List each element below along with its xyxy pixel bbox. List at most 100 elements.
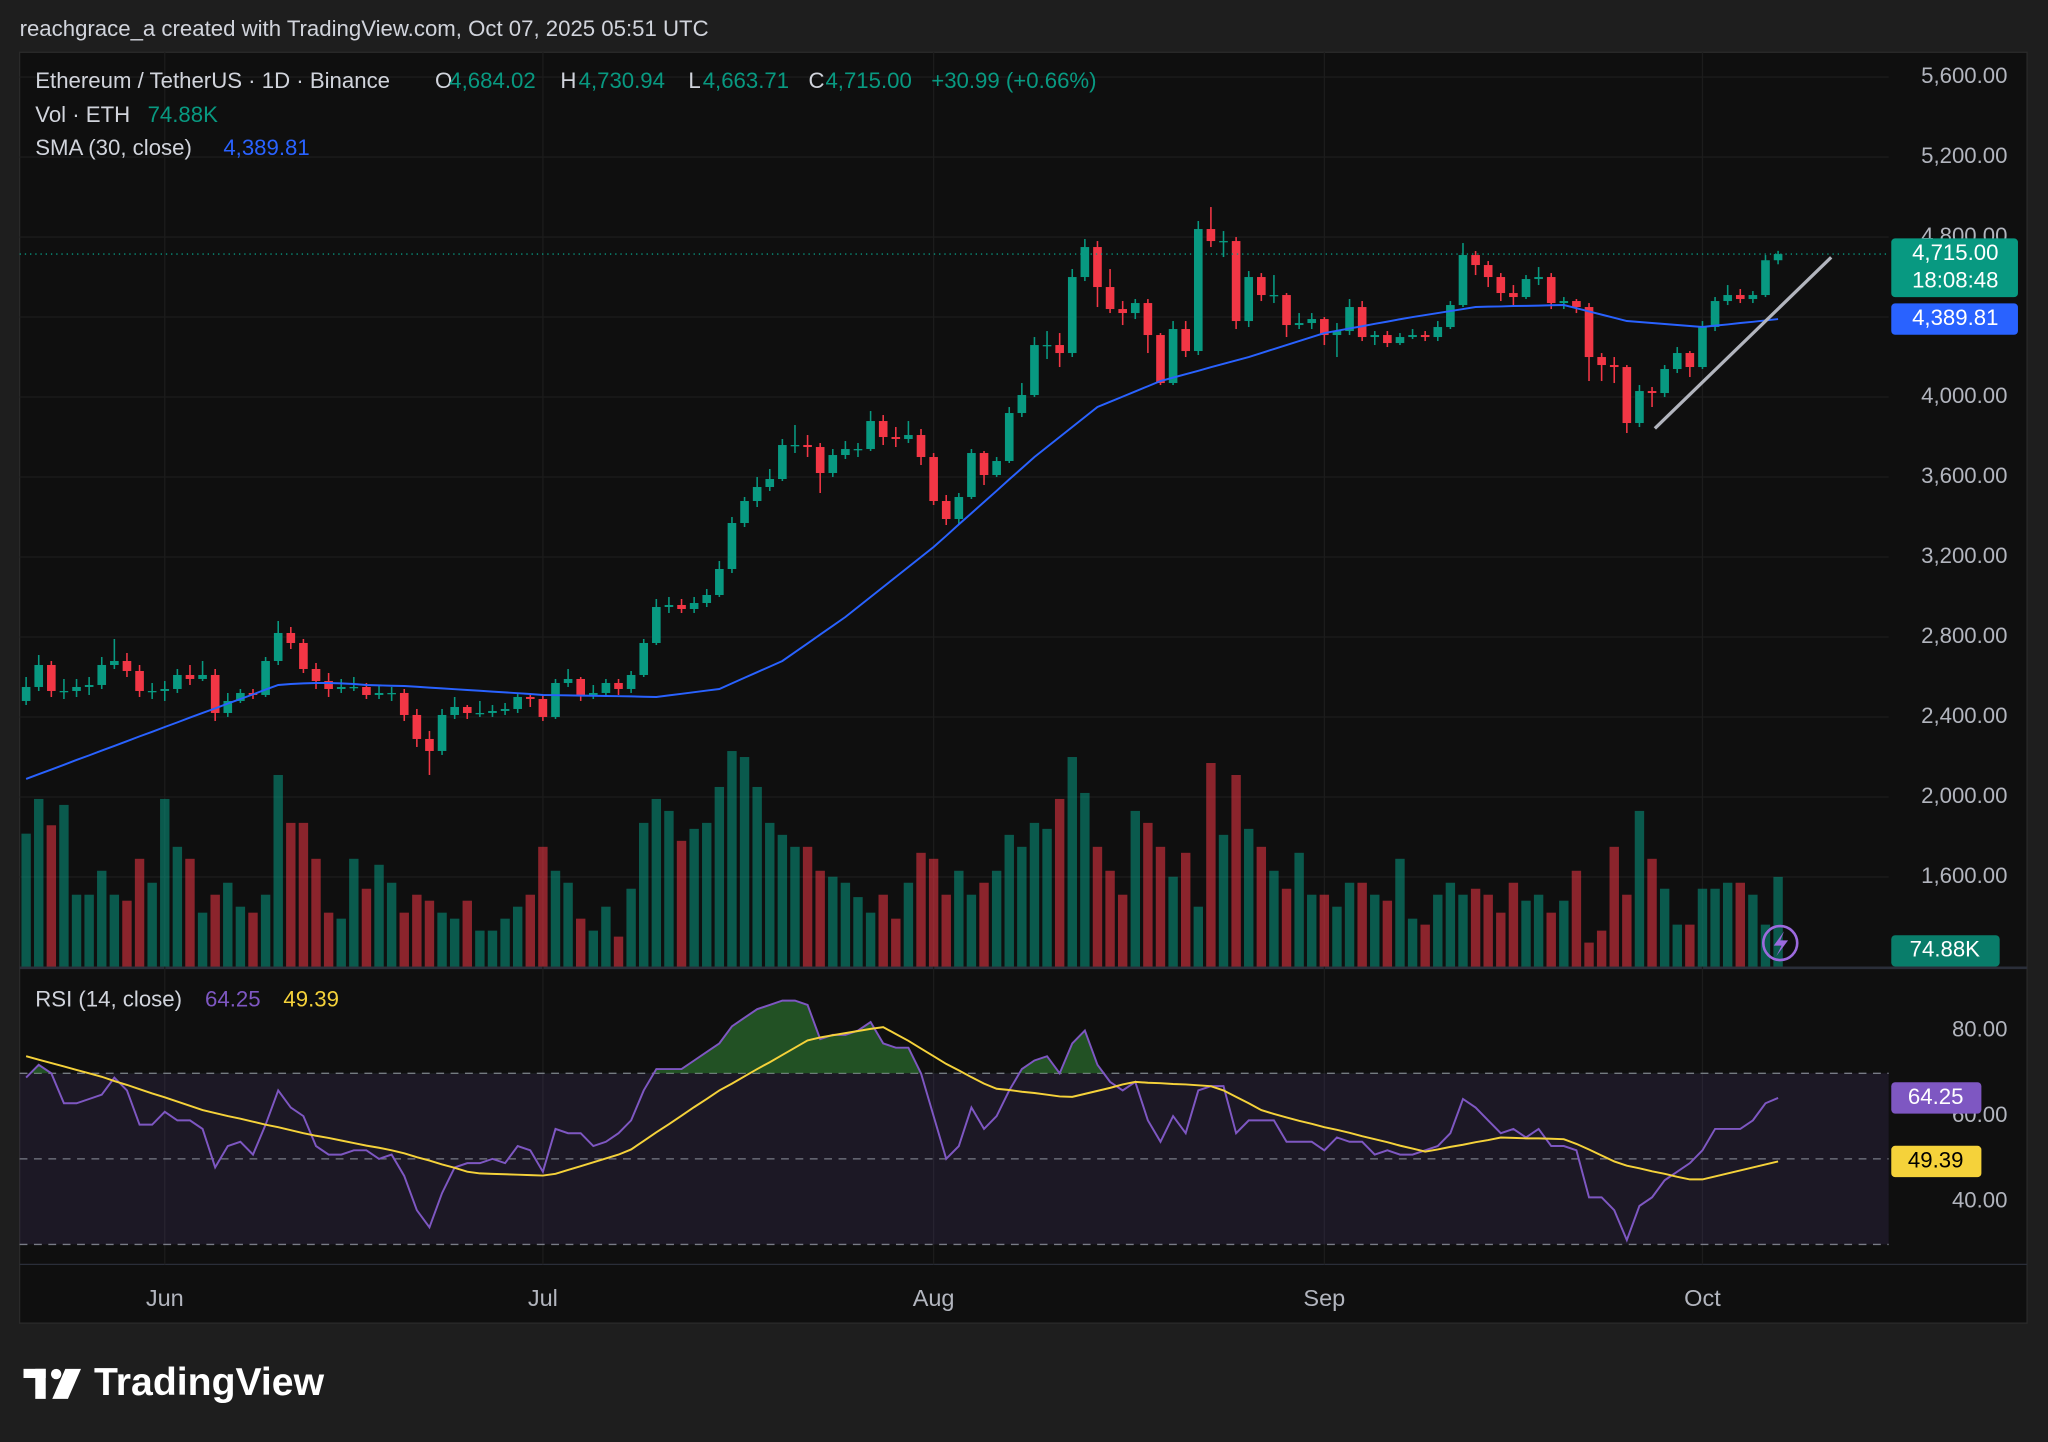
candle-body	[1534, 277, 1543, 280]
price-badge	[1891, 238, 2018, 298]
x-tick-label: Aug	[913, 1285, 955, 1311]
volume-bar	[1092, 846, 1103, 967]
candle-body	[525, 696, 535, 699]
y-tick-label: 1,600.00	[1921, 863, 2007, 888]
volume-bar	[815, 870, 825, 967]
volume-bar	[71, 894, 82, 967]
candle-body	[324, 680, 333, 689]
candle-body	[664, 604, 674, 607]
volume-bar	[790, 846, 800, 967]
y-tick-label: 2,800.00	[1921, 623, 2007, 648]
candle-body	[198, 674, 207, 679]
candle-body	[1546, 277, 1556, 304]
volume-bar	[916, 852, 926, 967]
candle-body	[878, 421, 888, 438]
candle-body	[1055, 345, 1064, 354]
volume-bar	[361, 888, 372, 967]
candle-body	[639, 642, 649, 675]
candle-body	[853, 449, 863, 451]
volume-bar	[210, 894, 220, 967]
volume-bar	[1584, 942, 1594, 967]
candle-body	[1735, 295, 1745, 300]
ohlc-value: 4,663.71	[703, 68, 789, 93]
candle-body	[803, 445, 812, 448]
volume-bar	[260, 894, 271, 967]
candle-body	[1559, 301, 1569, 304]
sma-line	[25, 304, 1779, 780]
candle-body	[1609, 365, 1619, 368]
volume-bar	[979, 882, 989, 967]
volume-bar	[172, 846, 183, 967]
volume-bar	[1508, 882, 1519, 967]
candle-body	[1635, 391, 1644, 424]
y-tick-label: 2,400.00	[1921, 703, 2007, 728]
x-tick-label: Jul	[528, 1285, 558, 1311]
candle-body	[21, 686, 31, 701]
candle-body	[236, 692, 245, 701]
volume-bar	[424, 900, 435, 967]
volume-bar	[1521, 900, 1531, 967]
volume-bar	[954, 870, 964, 967]
candle-body	[399, 692, 409, 715]
candle-body	[916, 435, 926, 458]
candle-body	[904, 435, 913, 440]
volume-bar	[235, 906, 246, 967]
volume-bar	[1596, 930, 1607, 967]
volume-bar	[500, 918, 510, 967]
volume-bar	[714, 786, 725, 967]
volume-bar	[273, 774, 283, 967]
volume-bar	[147, 882, 157, 967]
candle-body	[866, 421, 875, 450]
volume-bar	[97, 870, 107, 967]
volume-bar	[727, 751, 737, 967]
candle-body	[1383, 335, 1392, 344]
candle-body	[563, 678, 573, 683]
candle-body	[1332, 331, 1342, 336]
candle-body	[1698, 327, 1707, 368]
volume-bar	[223, 882, 233, 967]
candle-body	[1219, 241, 1228, 243]
candle-body	[1773, 254, 1783, 261]
volume-bar	[828, 876, 838, 967]
candle-body	[1471, 255, 1480, 266]
candle-body	[815, 447, 825, 474]
volume-bar	[1470, 888, 1481, 967]
candle-body	[1584, 307, 1594, 358]
volume-bar	[588, 930, 599, 967]
volume-bar	[1206, 763, 1216, 967]
candle-body	[286, 632, 296, 643]
logo-part	[23, 1368, 46, 1378]
candle-body	[450, 706, 459, 715]
volume-bar	[1117, 894, 1128, 967]
volume-bar	[374, 864, 384, 967]
volume-value: 74.88K	[148, 102, 219, 127]
candle-body	[689, 602, 699, 609]
volume-bar	[1180, 852, 1191, 967]
volume-bar	[1231, 774, 1241, 967]
volume-bar	[1130, 810, 1140, 967]
candle-body	[1294, 323, 1304, 326]
candle-body	[1622, 367, 1632, 424]
candle-body	[311, 668, 321, 681]
volume-bar	[1168, 876, 1178, 967]
volume-bar	[538, 846, 548, 967]
volume-bar	[802, 846, 813, 967]
ohlc-key: H	[560, 68, 576, 93]
ohlc-value: 4,715.00	[825, 68, 911, 93]
candle-body	[362, 686, 371, 695]
volume-bar	[626, 888, 636, 967]
volume-bar	[865, 912, 876, 967]
overbought-fill	[26, 1000, 1779, 1074]
volume-bar	[739, 757, 750, 967]
rsi-line	[25, 999, 1779, 1243]
volume-bar	[1067, 757, 1077, 967]
volume-bar	[109, 894, 120, 967]
volume-bar	[412, 894, 422, 967]
volume-bar	[1546, 912, 1556, 967]
volume-bar	[286, 822, 296, 967]
candle-body	[828, 455, 838, 474]
volume-bar	[1382, 900, 1393, 967]
candle-body	[941, 501, 951, 520]
